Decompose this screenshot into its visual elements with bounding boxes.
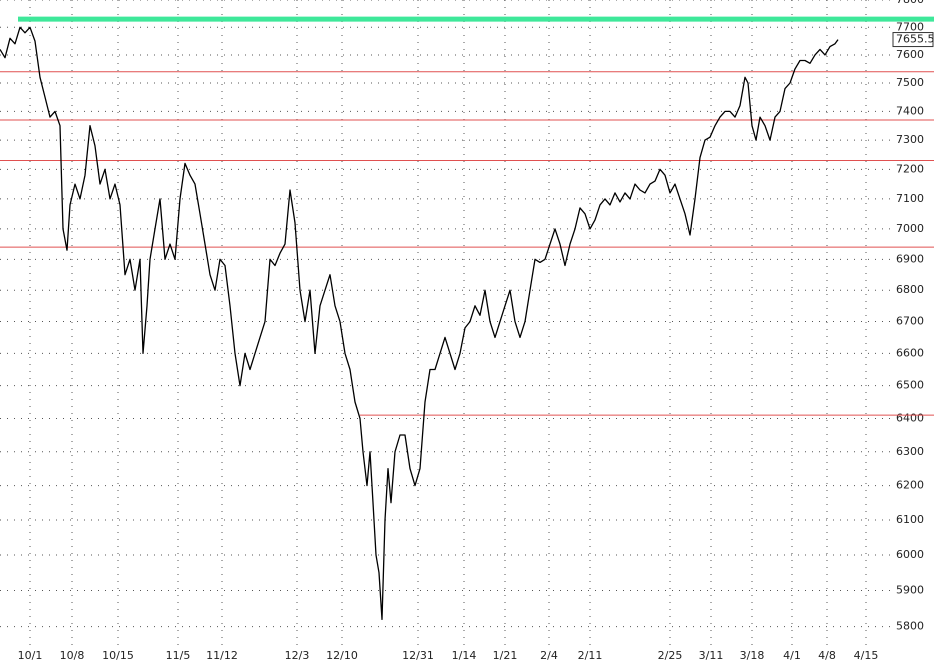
x-tick-label: 11/5 xyxy=(166,649,191,662)
y-tick-label: 6400 xyxy=(896,411,924,424)
x-tick-label: 10/8 xyxy=(60,649,85,662)
x-tick-label: 2/4 xyxy=(540,649,558,662)
x-tick-label: 12/31 xyxy=(402,649,434,662)
y-tick-label: 7800 xyxy=(896,0,924,6)
x-tick-label: 3/18 xyxy=(740,649,765,662)
x-tick-label: 4/15 xyxy=(854,649,879,662)
y-tick-label: 6100 xyxy=(896,513,924,526)
y-tick-label: 6200 xyxy=(896,479,924,492)
x-tick-label: 3/11 xyxy=(699,649,724,662)
y-tick-label: 5900 xyxy=(896,584,924,597)
y-tick-label: 5800 xyxy=(896,620,924,633)
y-tick-label: 7300 xyxy=(896,133,924,146)
y-tick-label: 6800 xyxy=(896,283,924,296)
y-tick-label: 6600 xyxy=(896,346,924,359)
x-tick-label: 4/1 xyxy=(783,649,801,662)
x-tick-label: 12/3 xyxy=(285,649,310,662)
x-tick-label: 11/12 xyxy=(206,649,238,662)
y-tick-label: 7700 xyxy=(896,20,924,33)
x-tick-label: 1/21 xyxy=(493,649,518,662)
y-tick-label: 6000 xyxy=(896,548,924,561)
y-tick-label: 6300 xyxy=(896,445,924,458)
x-tick-label: 10/15 xyxy=(102,649,134,662)
y-tick-label: 7200 xyxy=(896,162,924,175)
y-tick-label: 7400 xyxy=(896,104,924,117)
price-line xyxy=(0,26,839,621)
y-tick-label: 7000 xyxy=(896,222,924,235)
y-tick-label: 6700 xyxy=(896,315,924,328)
x-tick-label: 10/1 xyxy=(18,649,43,662)
x-tick-label: 1/14 xyxy=(452,649,477,662)
last-value-label: 7655.5 xyxy=(896,33,934,46)
x-tick-label: 4/8 xyxy=(818,649,836,662)
y-tick-label: 7100 xyxy=(896,192,924,205)
y-tick-label: 7500 xyxy=(896,76,924,89)
y-tick-label: 6900 xyxy=(896,252,924,265)
y-tick-label: 7600 xyxy=(896,48,924,61)
x-tick-label: 2/25 xyxy=(658,649,683,662)
x-tick-label: 12/10 xyxy=(326,649,358,662)
y-tick-label: 6500 xyxy=(896,379,924,392)
x-tick-label: 2/11 xyxy=(578,649,603,662)
last-value-box xyxy=(892,32,934,48)
